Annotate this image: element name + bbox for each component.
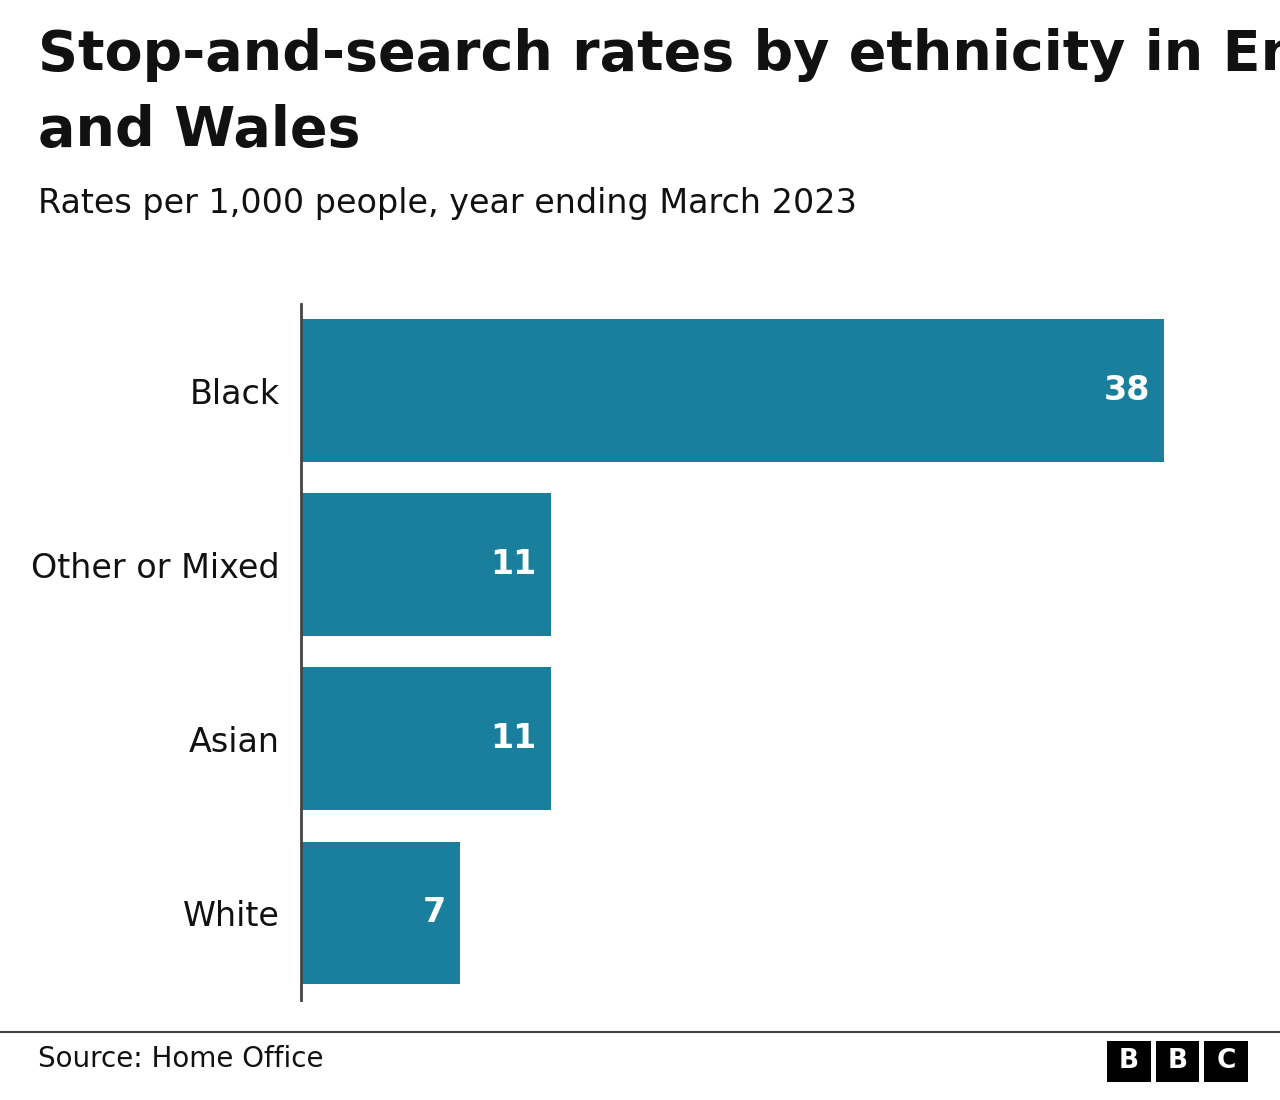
Text: C: C [1216, 1048, 1236, 1075]
Text: and Wales: and Wales [38, 104, 361, 158]
Bar [301, 842, 460, 984]
Bar [301, 493, 550, 636]
Text: Source: Home Office: Source: Home Office [38, 1045, 324, 1072]
Text: Rates per 1,000 people, year ending March 2023: Rates per 1,000 people, year ending Marc… [38, 187, 858, 220]
Text: 38: 38 [1103, 374, 1149, 407]
Text: B: B [1167, 1048, 1188, 1075]
Text: 7: 7 [422, 896, 447, 929]
Text: 11: 11 [490, 548, 536, 581]
Text: Stop-and-search rates by ethnicity in England: Stop-and-search rates by ethnicity in En… [38, 28, 1280, 81]
Bar [301, 668, 550, 811]
Text: B: B [1119, 1048, 1139, 1075]
Bar [301, 319, 1164, 462]
Text: 11: 11 [490, 723, 536, 756]
